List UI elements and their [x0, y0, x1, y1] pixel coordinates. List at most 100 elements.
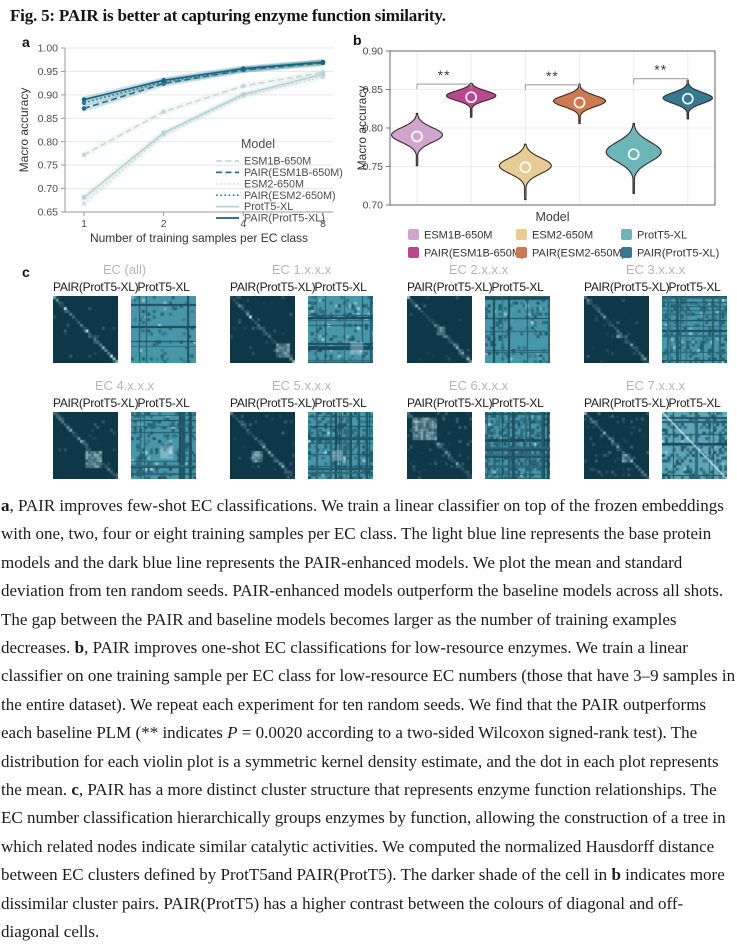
y-tick-label: 0.85 [363, 84, 384, 96]
heatmap-model-label: ProtT5-XL [314, 280, 367, 294]
heatmap-group-title: EC 7.x.x.x [625, 378, 686, 393]
heatmap-group: EC 5.x.x.x PAIR(ProtT5-XL) ProtT5-XL [230, 378, 373, 479]
plot-border [389, 50, 716, 206]
heatmap-group: EC 7.x.x.x PAIR(ProtT5-XL) ProtT5-XL [584, 378, 727, 479]
heatmap-cell: ProtT5-XL [485, 280, 550, 363]
pair-heatmap-image [584, 296, 649, 363]
heatmap-model-label: PAIR(ProtT5-XL) [230, 280, 316, 294]
heatmap-model-label: PAIR(ProtT5-XL) [53, 396, 139, 410]
legend-item-label: PAIR(ESM2-650M) [244, 190, 336, 202]
data-point [81, 152, 87, 158]
heatmap-cell: ProtT5-XL [308, 280, 373, 363]
significance-label: ** [546, 68, 559, 84]
heatmap-pair: PAIR(ProtT5-XL) ProtT5-XL [584, 396, 727, 479]
data-point [320, 59, 326, 65]
caption-panel-ref: c [71, 780, 79, 800]
heatmap-group-title: EC 6.x.x.x [448, 378, 509, 393]
panel-c-label: c [22, 264, 30, 280]
heatmap-model-label: PAIR(ProtT5-XL) [407, 280, 493, 294]
heatmap-group-title: EC 2.x.x.x [448, 262, 509, 277]
y-tick-label: 0.70 [38, 183, 59, 195]
baseline-heatmap-image [131, 412, 196, 479]
heatmap-cell: ProtT5-XL [662, 280, 727, 363]
violin-mean-dot [519, 161, 532, 174]
y-tick-label: 0.70 [363, 200, 384, 212]
heatmap-group: EC (all) PAIR(ProtT5-XL) ProtT5-XL [53, 262, 196, 363]
legend-item-label: PAIR(ESM1B-650M) [424, 248, 525, 260]
heatmap-group: EC 1.x.x.x PAIR(ProtT5-XL) ProtT5-XL [230, 262, 373, 363]
heatmap-group-title: EC 3.x.x.x [625, 262, 686, 277]
baseline-heatmap-image [485, 296, 550, 363]
heatmap-model-label: ProtT5-XL [137, 280, 190, 294]
heatmap-cell: ProtT5-XL [131, 280, 196, 363]
baseline-heatmap-image [308, 412, 373, 479]
violin-mean-dot [411, 130, 423, 143]
heatmap-model-label: ProtT5-XL [491, 280, 544, 294]
y-tick-label: 1.00 [38, 43, 59, 55]
legend-item-label: PAIR(ESM2-650M) [532, 248, 625, 260]
heatmap-pair: PAIR(ProtT5-XL) ProtT5-XL [407, 396, 550, 479]
heatmap-group-title: EC 4.x.x.x [94, 378, 155, 393]
heatmap-model-label: ProtT5-XL [314, 396, 367, 410]
heatmap-model-label: ProtT5-XL [668, 396, 721, 410]
heatmap-pair: PAIR(ProtT5-XL) ProtT5-XL [53, 280, 196, 363]
y-tick-label: 0.75 [38, 160, 59, 172]
figure-caption: a, PAIR improves few-shot EC classificat… [1, 492, 736, 947]
series-band [82, 74, 324, 206]
caption-text: , PAIR has a more distinct cluster struc… [1, 780, 726, 885]
x-tick-label: 2 [161, 218, 167, 230]
baseline-heatmap-image [131, 296, 196, 363]
legend-item-label: ProtT5-XL [244, 201, 293, 213]
violin-mean-dot [627, 148, 640, 161]
data-point [81, 97, 87, 102]
baseline-heatmap-image [308, 296, 373, 363]
series-line [83, 73, 324, 199]
heatmap-cell: PAIR(ProtT5-XL) [584, 396, 670, 479]
significance-bracket [524, 84, 580, 90]
heatmap-cell: ProtT5-XL [662, 396, 727, 479]
data-point [161, 130, 166, 136]
pair-heatmap-image [584, 412, 649, 479]
data-point [81, 100, 87, 106]
caption-panel-ref: b [611, 865, 621, 885]
caption-italic-term: P [227, 723, 238, 743]
data-point [320, 71, 326, 77]
figure-title: Fig. 5: PAIR is better at capturing enzy… [10, 6, 446, 25]
heatmap-model-label: PAIR(ProtT5-XL) [407, 396, 493, 410]
y-axis-label: Macro accuracy [17, 88, 31, 173]
pair-heatmap-image [407, 296, 472, 363]
heatmap-model-label: PAIR(ProtT5-XL) [230, 396, 316, 410]
y-tick-label: 0.75 [363, 161, 384, 173]
heatmap-cell: PAIR(ProtT5-XL) [53, 396, 139, 479]
panel-b-label: b [353, 32, 362, 48]
heatmap-cell: PAIR(ProtT5-XL) [230, 396, 316, 479]
heatmap-group: EC 3.x.x.x PAIR(ProtT5-XL) ProtT5-XL [584, 262, 727, 363]
heatmap-cell: PAIR(ProtT5-XL) [53, 280, 139, 363]
baseline-heatmap-image [662, 412, 727, 479]
baseline-heatmap-image [662, 296, 727, 363]
x-axis-label: Number of training samples per EC class [90, 231, 308, 245]
heatmap-group: EC 2.x.x.x PAIR(ProtT5-XL) ProtT5-XL [407, 262, 550, 363]
heatmap-pair: PAIR(ProtT5-XL) ProtT5-XL [407, 280, 550, 363]
violin-mean-dot [573, 96, 586, 109]
data-point [241, 92, 246, 97]
caption-text: = 0.0020 according to a two-sided Wilcox… [1, 723, 719, 800]
data-point [81, 201, 87, 206]
significance-label: ** [654, 62, 667, 78]
legend-swatch [516, 247, 527, 258]
heatmap-pair: PAIR(ProtT5-XL) ProtT5-XL [230, 280, 373, 363]
pair-heatmap-image [230, 412, 295, 479]
series-line [83, 71, 324, 156]
baseline-heatmap-image [485, 412, 550, 479]
violin [390, 112, 444, 167]
y-tick-label: 0.65 [38, 207, 59, 219]
panel-c-heatmaps: EC (all) PAIR(ProtT5-XL) ProtT5-XL EC 1.x.x… [0, 262, 737, 479]
legend-item-label: PAIR(ProtT5-XL) [637, 248, 719, 260]
heatmap-group-title: EC 5.x.x.x [271, 378, 332, 393]
y-tick-label: 0.85 [38, 113, 59, 125]
heatmap-pair: PAIR(ProtT5-XL) ProtT5-XL [584, 280, 727, 363]
caption-panel-ref: a [1, 496, 10, 515]
violin-mean-dot [681, 92, 694, 105]
y-tick-label: 0.90 [38, 89, 59, 101]
